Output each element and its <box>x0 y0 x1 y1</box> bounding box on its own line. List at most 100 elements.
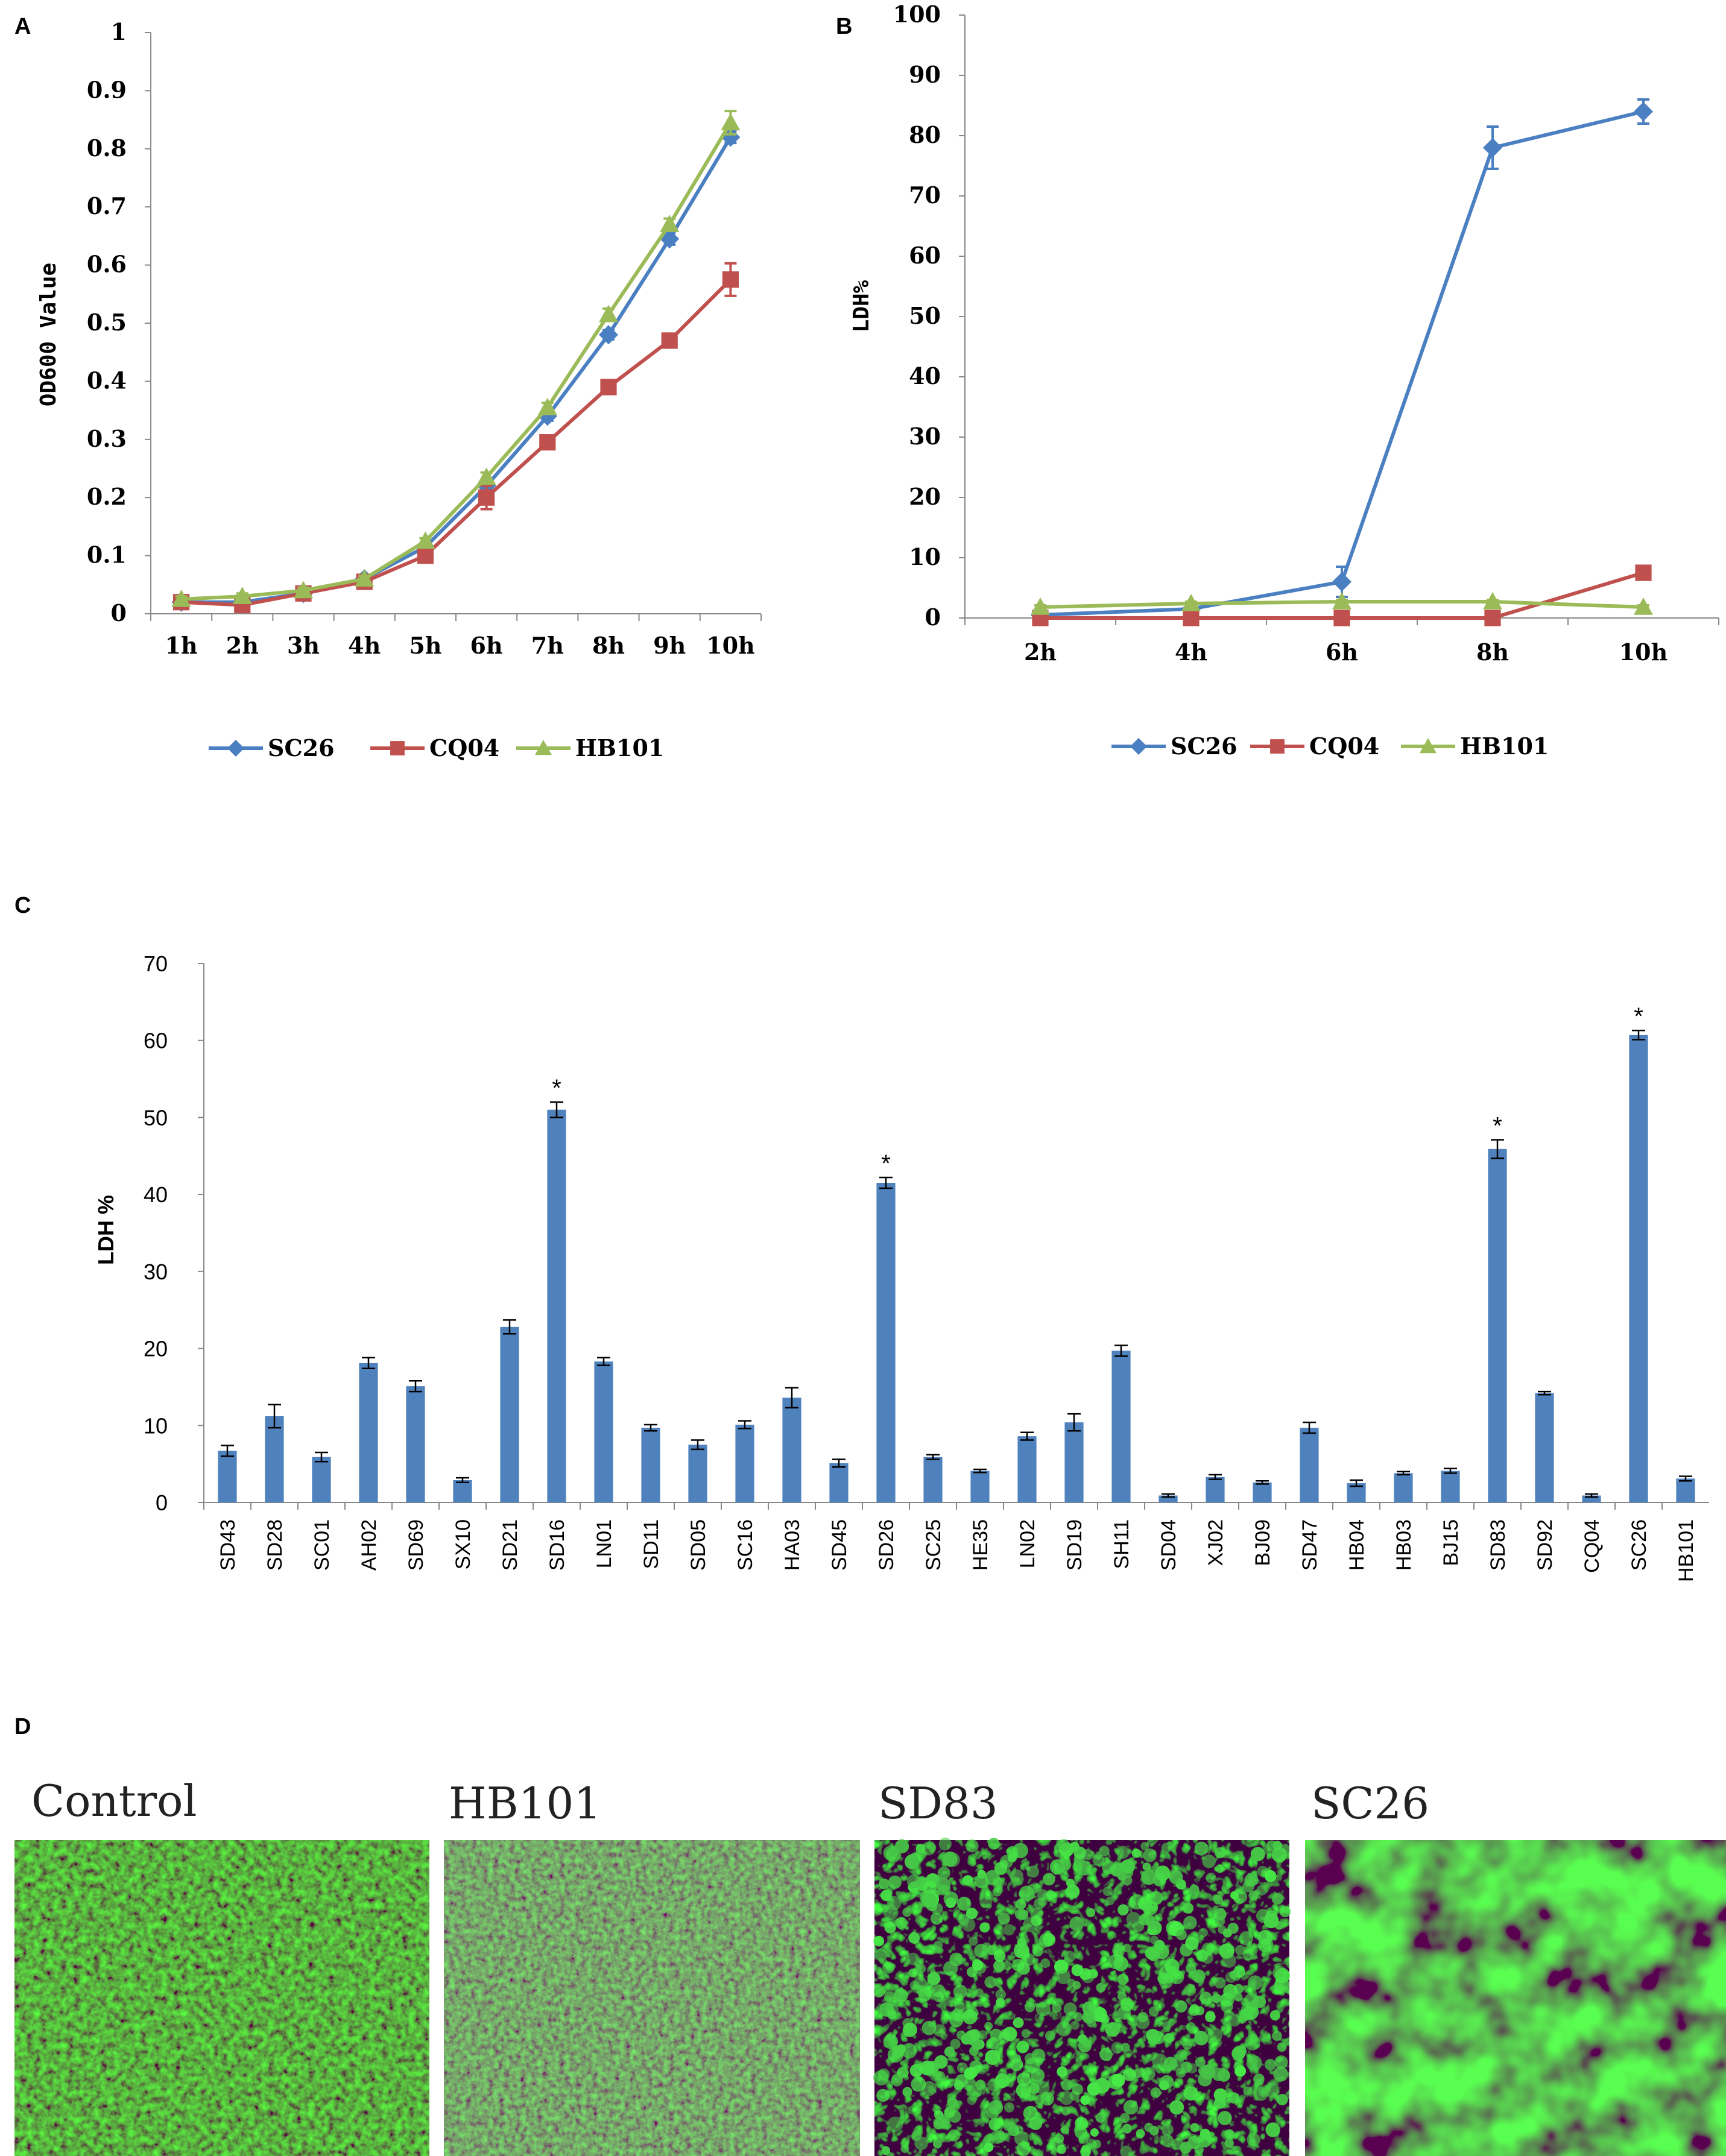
micrograph-label-sc26: SC26 <box>1311 1778 1429 1829</box>
x-tick-label: SD28 <box>264 1519 286 1571</box>
cell-dot <box>957 1896 972 1911</box>
cell-dot <box>938 1837 952 1851</box>
cell-dot <box>1254 2087 1268 2101</box>
cell-dot <box>1063 2002 1077 2016</box>
cell-dot <box>1271 1847 1288 1863</box>
cell-dot <box>1160 2134 1174 2148</box>
cell-dot <box>1250 1999 1259 2008</box>
cell-dot <box>933 1940 943 1950</box>
cell-dot <box>975 1988 984 1997</box>
bar-sc01 <box>312 1457 331 1502</box>
x-tick-label: SD69 <box>405 1519 428 1571</box>
bar-sx10 <box>453 1480 472 1502</box>
cell-dot <box>1198 2066 1207 2075</box>
cell-dot <box>949 2013 964 2028</box>
chart-b-ylabel: LDH% <box>849 280 874 332</box>
cell-dot <box>949 1952 964 1967</box>
cell-dot <box>915 1844 926 1854</box>
cell-dot <box>1214 1977 1226 1989</box>
cell-dot <box>1271 1893 1284 1905</box>
legend-marker-sc26 <box>1130 738 1147 755</box>
cell-dot <box>1016 2040 1029 2054</box>
x-tick-label: SD83 <box>1487 1519 1509 1571</box>
cell-dot <box>1060 2125 1070 2134</box>
data-point-hb101 <box>660 215 680 232</box>
cell-dot <box>1042 1933 1056 1947</box>
cell-dot <box>993 1950 1006 1962</box>
cell-dot <box>1122 2123 1132 2134</box>
cell-dot <box>1137 2011 1148 2023</box>
cell-dot <box>1247 2132 1260 2146</box>
micrograph-sc26 <box>1305 1840 1726 2156</box>
cell-dot <box>1011 1959 1025 1972</box>
cell-dot <box>1207 2028 1222 2043</box>
cell-dot <box>1057 2066 1068 2078</box>
cell-dot <box>1206 2010 1215 2020</box>
y-tick-label: 10 <box>909 543 941 570</box>
bar-sd69 <box>406 1386 425 1502</box>
cell-dot <box>918 1988 932 2002</box>
cell-dot <box>1015 1899 1026 1910</box>
cell-dot <box>896 1994 905 2003</box>
cell-dot <box>906 1952 920 1965</box>
cell-dot <box>1206 1873 1216 1883</box>
legend-label-sc26: SC26 <box>1171 733 1238 760</box>
cell-dot <box>904 1854 920 1870</box>
cell-dot <box>915 1964 926 1974</box>
y-tick-label: 20 <box>144 1337 168 1361</box>
cell-dot <box>1195 2057 1206 2068</box>
cell-dot <box>902 2087 912 2097</box>
x-tick-label: HB101 <box>1675 1519 1698 1582</box>
x-tick-label: SD43 <box>217 1519 239 1571</box>
micrograph-label-hb101: HB101 <box>449 1778 601 1829</box>
cell-dot <box>1105 2022 1121 2037</box>
legend-label-hb101: HB101 <box>1460 733 1549 760</box>
bar-sd43 <box>218 1451 237 1502</box>
cell-dot <box>984 1976 997 1988</box>
bar-hb03 <box>1394 1473 1413 1502</box>
cell-dot <box>1042 1873 1055 1886</box>
x-tick-label: SD11 <box>640 1519 663 1569</box>
cell-dot <box>984 2142 994 2152</box>
cell-dot <box>1215 1847 1226 1859</box>
cell-dot <box>1023 1953 1035 1966</box>
x-tick-label: SD04 <box>1157 1519 1180 1571</box>
cell-dot <box>1152 2054 1168 2069</box>
data-point-hb101 <box>294 581 313 599</box>
cell-dot <box>963 1875 973 1886</box>
cell-dot <box>1099 2047 1113 2061</box>
data-point-cq04 <box>1635 564 1652 581</box>
data-point-sc26 <box>1483 138 1502 157</box>
y-tick-label: 50 <box>144 1105 168 1130</box>
cell-dot <box>1014 2131 1029 2146</box>
cell-dot <box>1169 1870 1183 1885</box>
cell-dot <box>1279 1906 1291 1918</box>
data-point-hb101 <box>171 589 191 607</box>
cell-dot <box>1136 2129 1145 2139</box>
cell-dot <box>1095 2112 1106 2123</box>
y-tick-label: 50 <box>909 302 941 329</box>
cell-dot <box>1126 1912 1141 1927</box>
cell-dot <box>995 1989 1007 2000</box>
cell-dot <box>1016 2082 1031 2098</box>
data-point-hb101 <box>1031 597 1050 615</box>
cell-dot <box>892 2045 905 2058</box>
cell-dot <box>884 1921 896 1934</box>
cell-dot <box>1186 2022 1196 2032</box>
y-tick-label: 60 <box>909 242 941 269</box>
cell-dot <box>947 2129 960 2142</box>
y-tick-label: 40 <box>144 1182 168 1207</box>
cell-dot <box>961 1918 976 1932</box>
cell-dot <box>1080 2146 1091 2156</box>
y-tick-label: 0.1 <box>87 541 127 569</box>
cell-dot <box>937 1867 950 1879</box>
cell-dot <box>1072 2083 1084 2095</box>
cell-dot <box>1190 2123 1200 2132</box>
cell-dot <box>1142 1862 1151 1871</box>
cell-dot <box>1197 2132 1213 2148</box>
cell-dot <box>883 2034 899 2049</box>
cell-dot <box>1120 2145 1133 2156</box>
cell-dot <box>1218 2111 1232 2125</box>
y-tick-label: 30 <box>909 423 941 450</box>
x-tick-label: 2h <box>226 632 259 659</box>
